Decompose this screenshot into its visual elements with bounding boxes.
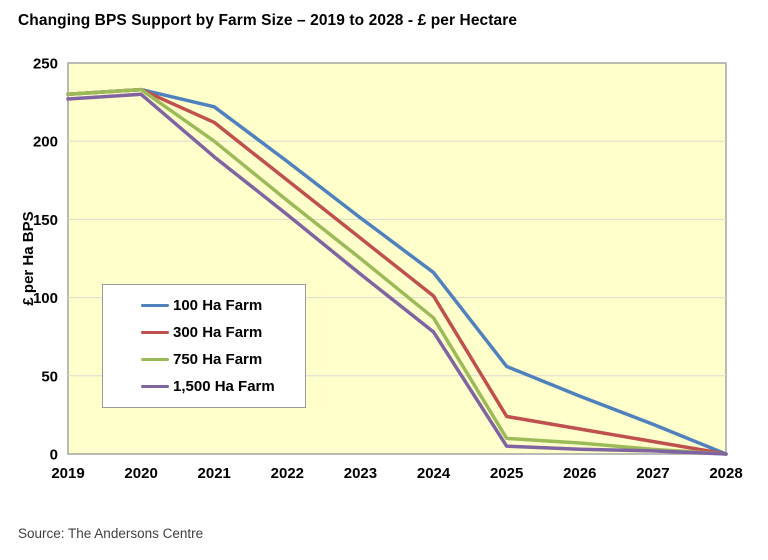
y-tick-label: 100	[33, 290, 58, 307]
x-tick-label: 2023	[344, 465, 377, 482]
page-title: Changing BPS Support by Farm Size – 2019…	[18, 12, 518, 29]
x-tick-label: 2024	[417, 465, 451, 482]
x-tick-label: 2025	[490, 465, 523, 482]
y-tick-label: 250	[33, 56, 58, 73]
legend-item: 1,500 Ha Farm	[141, 378, 299, 395]
source-note: Source: The Andersons Centre	[18, 526, 204, 541]
x-tick-label: 2021	[198, 465, 231, 482]
legend-item: 100 Ha Farm	[141, 297, 299, 314]
series-line-100-ha-farm	[66, 87, 728, 456]
legend-line-swatch	[141, 357, 169, 362]
series-line-1-500-ha-farm	[66, 92, 728, 456]
x-tick-label: 2026	[563, 465, 596, 482]
series-line-750-ha-farm	[66, 87, 728, 456]
legend-label: 750 Ha Farm	[173, 351, 263, 368]
y-tick-label: 200	[33, 134, 58, 151]
bps-line-chart: 0 50 100 150 200 250 2019 2020 2021 2022 2023 2024 2…	[20, 56, 743, 483]
legend-line-swatch	[141, 303, 169, 308]
series-line-300-ha-farm	[66, 87, 728, 456]
legend-label: 100 Ha Farm	[173, 297, 263, 314]
legend-label: 1,500 Ha Farm	[173, 378, 275, 395]
legend-item: 750 Ha Farm	[141, 351, 299, 368]
y-axis-title: £ per Ha BPS	[20, 211, 37, 305]
x-tick-label: 2019	[51, 465, 84, 482]
y-tick-label: 50	[41, 368, 58, 385]
x-tick-label: 2022	[271, 465, 304, 482]
y-tick-label: 0	[50, 447, 58, 464]
x-tick-label: 2028	[709, 465, 742, 482]
legend-item: 300 Ha Farm	[141, 324, 299, 341]
legend-line-swatch	[141, 330, 169, 335]
legend-line-swatch	[141, 384, 169, 389]
legend-label: 300 Ha Farm	[173, 324, 263, 341]
x-tick-label: 2020	[124, 465, 157, 482]
chart-legend: 100 Ha Farm 300 Ha Farm 750 Ha Farm 1,500 H…	[102, 284, 306, 408]
y-tick-label: 150	[33, 212, 58, 229]
x-tick-label: 2027	[636, 465, 669, 482]
